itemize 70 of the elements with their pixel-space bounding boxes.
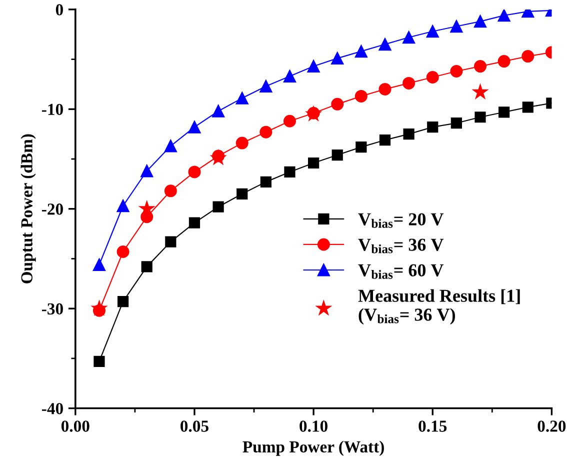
legend-label: V$_{bias}$= 60 V <box>358 264 444 279</box>
point <box>498 9 510 22</box>
point <box>472 83 489 100</box>
point <box>284 166 296 178</box>
legend-label: Measured Results [1] (V$_{bias}$= 36 V) <box>358 289 520 324</box>
point <box>260 176 272 188</box>
point <box>94 356 105 367</box>
x-tick-label: 0.20 <box>538 420 566 432</box>
y-tick-label: -20 <box>42 204 63 215</box>
x-tick-label: 0.15 <box>418 420 447 432</box>
point <box>331 98 344 110</box>
point <box>426 25 439 38</box>
point <box>331 52 344 65</box>
point <box>378 38 392 51</box>
point <box>332 149 343 161</box>
y-axis-title: Ouptut Power (dBm) <box>20 134 36 284</box>
x-axis-title: Pump Power (Watt) <box>242 440 384 456</box>
point <box>92 258 106 271</box>
point <box>498 55 510 68</box>
x-tick-label: 0.00 <box>61 420 90 432</box>
point <box>378 82 392 96</box>
y-tick-label: -10 <box>42 104 63 116</box>
point <box>522 102 534 113</box>
point <box>140 164 154 178</box>
point <box>283 114 296 128</box>
point <box>426 70 439 84</box>
point <box>474 60 486 73</box>
point <box>260 80 272 92</box>
point <box>379 134 391 146</box>
point <box>236 136 248 150</box>
point <box>354 45 368 58</box>
point <box>356 141 367 153</box>
point <box>450 20 463 33</box>
point <box>141 261 152 272</box>
point <box>283 70 296 82</box>
point <box>498 106 510 118</box>
point <box>450 65 463 78</box>
legend-label: V$_{bias}$= 20 V <box>358 213 444 228</box>
point <box>164 140 177 152</box>
point <box>474 112 486 123</box>
point <box>117 296 129 308</box>
point <box>212 201 224 212</box>
point <box>164 184 177 198</box>
point <box>116 245 130 258</box>
point <box>474 15 486 28</box>
point <box>212 104 225 118</box>
point <box>188 120 201 134</box>
point <box>522 50 534 63</box>
point <box>402 31 416 44</box>
y-tick-label: -30 <box>42 303 63 315</box>
x-tick-label: 0.05 <box>180 420 208 432</box>
point <box>165 236 176 248</box>
point <box>236 188 248 200</box>
legend-label: V$_{bias}$= 36 V <box>358 238 444 254</box>
point <box>427 122 438 133</box>
y-tick-label: 0 <box>56 4 63 16</box>
point <box>402 76 416 90</box>
x-tick-label: 0.10 <box>300 420 328 432</box>
point <box>188 217 200 228</box>
point <box>140 210 154 224</box>
point <box>188 166 201 178</box>
y-tick-label: -40 <box>42 402 63 414</box>
point <box>307 60 320 73</box>
point <box>354 90 368 102</box>
point <box>236 92 248 104</box>
point <box>308 157 320 169</box>
point <box>260 126 272 138</box>
point <box>116 200 130 212</box>
point <box>403 128 414 140</box>
point <box>450 118 462 129</box>
